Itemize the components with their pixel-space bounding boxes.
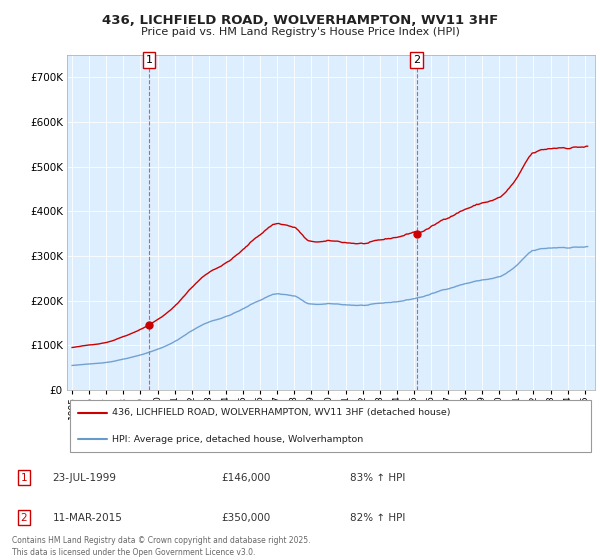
Text: HPI: Average price, detached house, Wolverhampton: HPI: Average price, detached house, Wolv… — [112, 435, 363, 444]
Text: £350,000: £350,000 — [221, 512, 271, 522]
Text: Price paid vs. HM Land Registry's House Price Index (HPI): Price paid vs. HM Land Registry's House … — [140, 27, 460, 37]
Text: 82% ↑ HPI: 82% ↑ HPI — [350, 512, 405, 522]
Text: 23-JUL-1999: 23-JUL-1999 — [53, 473, 117, 483]
Text: Contains HM Land Registry data © Crown copyright and database right 2025.
This d: Contains HM Land Registry data © Crown c… — [12, 536, 311, 557]
Text: £146,000: £146,000 — [221, 473, 271, 483]
Text: 2: 2 — [413, 55, 420, 65]
Text: 11-MAR-2015: 11-MAR-2015 — [53, 512, 122, 522]
Text: 436, LICHFIELD ROAD, WOLVERHAMPTON, WV11 3HF: 436, LICHFIELD ROAD, WOLVERHAMPTON, WV11… — [102, 14, 498, 27]
Text: 1: 1 — [21, 473, 28, 483]
Text: 436, LICHFIELD ROAD, WOLVERHAMPTON, WV11 3HF (detached house): 436, LICHFIELD ROAD, WOLVERHAMPTON, WV11… — [112, 408, 451, 417]
Text: 83% ↑ HPI: 83% ↑ HPI — [350, 473, 405, 483]
Text: 1: 1 — [146, 55, 152, 65]
Text: 2: 2 — [21, 512, 28, 522]
FancyBboxPatch shape — [70, 400, 592, 452]
